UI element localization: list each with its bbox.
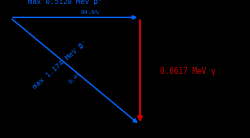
Text: max 0.5120 MeV β⁻: max 0.5120 MeV β⁻	[28, 0, 102, 5]
Text: 94.6%: 94.6%	[81, 10, 100, 15]
Text: max 1.174 MeV β⁻: max 1.174 MeV β⁻	[32, 39, 88, 90]
Text: 0.4%: 0.4%	[68, 71, 82, 85]
Text: 0.6617 MeV γ: 0.6617 MeV γ	[160, 67, 216, 76]
